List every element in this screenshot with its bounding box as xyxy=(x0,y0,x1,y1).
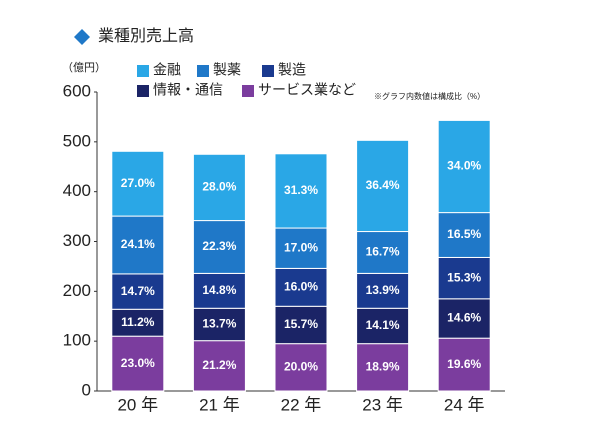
bar-segment xyxy=(111,335,165,392)
x-tick-label: 22 年 xyxy=(281,395,322,414)
bar-segment xyxy=(437,119,491,214)
segment-label: 24.1% xyxy=(121,237,155,251)
segment-label: 14.7% xyxy=(121,284,155,298)
x-tick-label: 24 年 xyxy=(444,395,485,414)
legend-label: 製造 xyxy=(278,62,306,78)
bar-segment xyxy=(437,337,491,392)
segment-label: 22.3% xyxy=(202,239,236,253)
y-axis-label: （億円） xyxy=(62,61,106,74)
y-tick-label: 300 xyxy=(63,231,91,250)
y-tick-label: 0 xyxy=(82,380,91,399)
bar-segment xyxy=(192,153,246,222)
y-tick-label: 400 xyxy=(63,181,91,200)
bar-segment xyxy=(274,153,328,229)
bar-segment xyxy=(192,340,246,392)
title-icon xyxy=(74,29,90,45)
y-tick-label: 600 xyxy=(63,81,91,100)
legend-swatch xyxy=(197,65,209,77)
segment-label: 14.6% xyxy=(447,311,481,325)
y-tick-label: 500 xyxy=(63,131,91,150)
bar-segment xyxy=(192,220,246,274)
segment-label: 28.0% xyxy=(202,180,236,194)
bar-segment xyxy=(274,227,328,269)
bar-segment xyxy=(111,215,165,275)
segment-label: 16.7% xyxy=(366,245,400,259)
bar-segment xyxy=(437,212,491,258)
segment-label: 11.2% xyxy=(121,315,155,329)
segment-label: 15.3% xyxy=(447,270,481,284)
segment-label: 16.5% xyxy=(447,227,481,241)
bar-segment xyxy=(274,305,328,345)
note: ※グラフ内数値は構成比（%） xyxy=(374,91,485,101)
bar-segment xyxy=(356,307,410,345)
x-tick-label: 21 年 xyxy=(199,395,240,414)
legend-label: 製薬 xyxy=(213,62,241,78)
bar-segment xyxy=(111,308,165,337)
y-tick-label: 200 xyxy=(63,281,91,300)
x-tick-label: 20 年 xyxy=(117,395,158,414)
segment-label: 19.6% xyxy=(447,357,481,371)
segment-label: 17.0% xyxy=(284,240,318,254)
bar-segment xyxy=(111,150,165,217)
segment-label: 13.9% xyxy=(366,283,400,297)
y-tick-label: 100 xyxy=(63,331,91,350)
segment-label: 34.0% xyxy=(447,159,481,173)
segment-label: 14.8% xyxy=(202,283,236,297)
bar-segment xyxy=(356,231,410,274)
bar-segment xyxy=(356,139,410,233)
legend-label: 情報・通信 xyxy=(153,82,223,98)
bar-segment xyxy=(356,272,410,309)
bar-segment xyxy=(356,343,410,392)
legend-swatch xyxy=(242,85,254,97)
segment-label: 13.7% xyxy=(202,317,236,331)
x-tick-label: 23 年 xyxy=(362,395,403,414)
segment-label: 36.4% xyxy=(366,178,400,192)
legend-label: 金融 xyxy=(153,62,181,78)
bar-segment xyxy=(192,272,246,309)
chart-title: 業種別売上高 xyxy=(98,27,194,45)
segment-label: 20.0% xyxy=(284,360,318,374)
legend-label: サービス業など xyxy=(258,82,356,98)
legend-swatch xyxy=(137,65,149,77)
legend-swatch xyxy=(137,85,149,97)
segment-label: 16.0% xyxy=(284,280,318,294)
bar-segment xyxy=(437,256,491,300)
segment-label: 31.3% xyxy=(284,183,318,197)
segment-label: 14.1% xyxy=(366,318,400,332)
legend-swatch xyxy=(262,65,274,77)
segment-label: 27.0% xyxy=(121,176,155,190)
segment-label: 15.7% xyxy=(284,317,318,331)
segment-label: 23.0% xyxy=(121,356,155,370)
bar-segment xyxy=(437,298,491,339)
segment-label: 21.2% xyxy=(202,358,236,372)
segment-label: 18.9% xyxy=(366,360,400,374)
